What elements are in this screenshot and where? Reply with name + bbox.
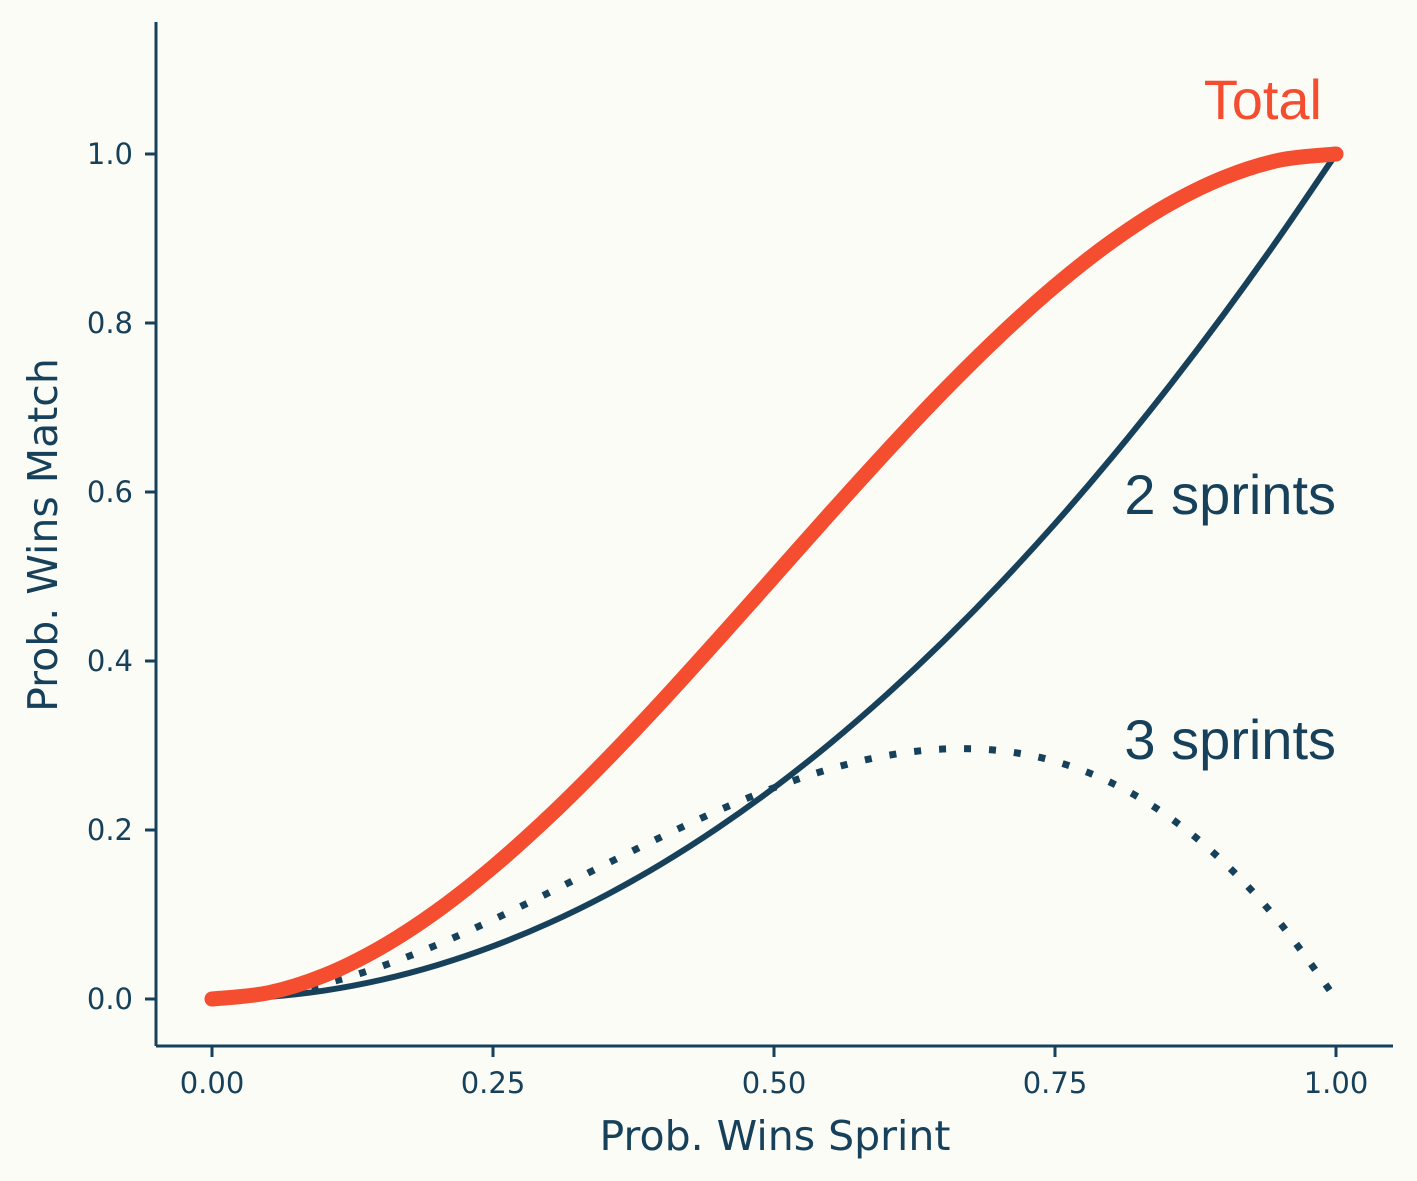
y-tick-label: 0.2 [87, 813, 133, 847]
x-tick-label: 0.00 [180, 1066, 245, 1100]
x-tick-label: 0.25 [461, 1066, 526, 1100]
series-label-total: Total [1204, 68, 1322, 131]
y-tick-label: 0.0 [87, 982, 133, 1016]
series-layer [204, 146, 1344, 1007]
y-tick-label: 0.8 [87, 306, 133, 340]
y-tick-label: 0.6 [87, 475, 133, 509]
y-tick-label: 0.4 [87, 644, 133, 678]
series-label-3-sprints: 3 sprints [1124, 708, 1336, 771]
x-tick-label: 0.75 [1023, 1066, 1088, 1100]
x-axis-title: Prob. Wins Sprint [600, 1112, 951, 1160]
y-tick-label: 1.0 [87, 137, 133, 171]
x-tick-label: 1.00 [1304, 1066, 1369, 1100]
x-axis-ticks: 0.00 0.25 0.50 0.75 1.00 [180, 1046, 1369, 1100]
x-tick-label: 0.50 [742, 1066, 807, 1100]
y-axis-title: Prob. Wins Match [19, 358, 67, 712]
y-axis-ticks: 0.0 0.2 0.4 0.6 0.8 1.0 [87, 137, 156, 1016]
series-label-2-sprints: 2 sprints [1124, 463, 1336, 526]
series-line-2-sprints [209, 151, 1339, 1002]
series-line-total [204, 146, 1344, 1007]
